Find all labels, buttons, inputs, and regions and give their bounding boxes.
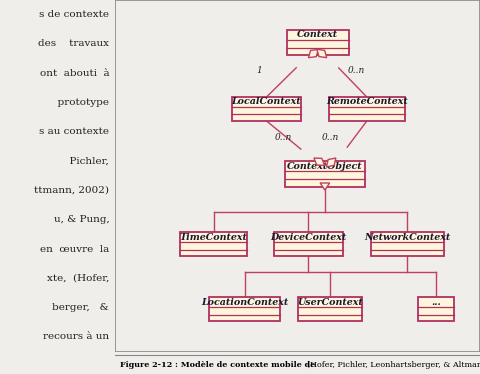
Text: NetworkContext: NetworkContext xyxy=(364,233,450,242)
Polygon shape xyxy=(326,158,336,167)
Polygon shape xyxy=(309,49,318,58)
Text: en  œuvre  la: en œuvre la xyxy=(40,245,109,254)
Bar xyxy=(287,30,348,55)
Bar xyxy=(371,232,444,256)
Text: Context: Context xyxy=(297,30,338,39)
Text: TimeContext: TimeContext xyxy=(180,233,248,242)
Polygon shape xyxy=(314,158,324,165)
Text: recours à un: recours à un xyxy=(43,332,109,341)
Text: Pichler,: Pichler, xyxy=(50,157,109,166)
Text: u, & Pung,: u, & Pung, xyxy=(53,215,109,224)
Text: prototype: prototype xyxy=(38,98,109,107)
Bar xyxy=(209,297,280,321)
Bar xyxy=(285,161,365,187)
Polygon shape xyxy=(320,183,330,190)
Text: 0..n: 0..n xyxy=(347,66,364,75)
Bar xyxy=(232,97,301,121)
Text: 1: 1 xyxy=(256,66,262,75)
Text: RemoteContext: RemoteContext xyxy=(326,97,408,106)
Text: LocalContext: LocalContext xyxy=(232,97,301,106)
Bar xyxy=(299,297,362,321)
Text: LocationContext: LocationContext xyxy=(201,298,288,307)
Text: DeviceContext: DeviceContext xyxy=(270,233,347,242)
Text: ...: ... xyxy=(432,298,441,307)
Bar xyxy=(418,297,455,321)
Text: (Hofer, Pichler, Leonhartsberger, & Altmann, 2002): (Hofer, Pichler, Leonhartsberger, & Altm… xyxy=(307,361,480,369)
Text: ttmann, 2002): ttmann, 2002) xyxy=(34,186,109,195)
Text: s de contexte: s de contexte xyxy=(39,10,109,19)
Polygon shape xyxy=(317,49,327,58)
Text: s au contexte: s au contexte xyxy=(39,127,109,137)
Text: ContextObject: ContextObject xyxy=(287,162,363,171)
Bar xyxy=(180,232,247,256)
Text: UserContext: UserContext xyxy=(298,298,363,307)
Text: 0..n: 0..n xyxy=(274,133,291,142)
Text: 0..n: 0..n xyxy=(322,133,339,142)
Bar xyxy=(274,232,343,256)
Text: berger,   &: berger, & xyxy=(52,303,109,312)
Text: ont  abouti  à: ont abouti à xyxy=(40,69,109,78)
Text: des    travaux: des travaux xyxy=(38,39,109,49)
Text: Figure 2-12 : Modèle de contexte mobile de: Figure 2-12 : Modèle de contexte mobile … xyxy=(120,361,318,369)
Bar xyxy=(328,97,405,121)
Text: xte,  (Hofer,: xte, (Hofer, xyxy=(47,274,109,283)
